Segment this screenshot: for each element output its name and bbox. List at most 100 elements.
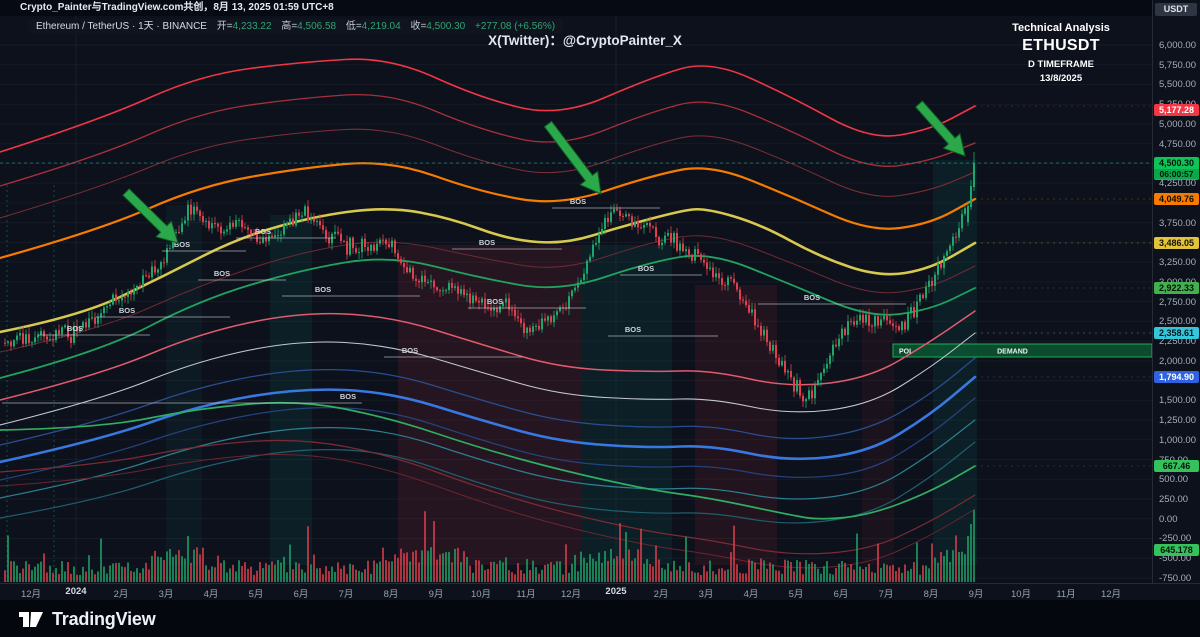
time-tick-month: 4月	[203, 589, 219, 600]
time-axis[interactable]: 12月 2024 2月 3月 4月 5月 6月 7月 8月 9月 10月 11月 12月 2025 2月 3月…	[0, 583, 1200, 600]
price-tick: 1,500.00	[1159, 395, 1196, 407]
band-crimson	[0, 93, 976, 187]
price-badge: 5,177.28	[1154, 103, 1199, 116]
price-badge: 3,486.05	[1154, 237, 1199, 250]
bos-label: BOS	[67, 324, 83, 333]
green-arrow	[543, 120, 602, 195]
ohlc-high-label: 高=	[281, 21, 298, 32]
price-tick: 5,000.00	[1159, 118, 1196, 130]
time-tick-month: 8月	[923, 589, 939, 600]
tint-zones	[166, 160, 977, 565]
currency-button[interactable]: USDT	[1155, 3, 1197, 16]
band-green	[0, 254, 976, 379]
tradingview-logo[interactable]: TradingView	[18, 607, 258, 631]
demand-label: DEMAND	[997, 349, 1028, 356]
time-tick-month: 11月	[1056, 589, 1076, 600]
bos-label: BOS	[214, 269, 230, 278]
time-tick-month: 12月	[560, 589, 582, 600]
analysis-timeframe: D TIMEFRAME	[1028, 59, 1094, 70]
indicator-bands	[0, 58, 977, 569]
ohlc-close-value: 4,500.30	[426, 21, 466, 32]
tradingview-logo-icon	[19, 612, 43, 627]
price-tick: -750.00	[1159, 572, 1192, 584]
price-badge: 2,922.33	[1154, 282, 1199, 294]
price-tick: 500.00	[1159, 474, 1189, 486]
time-tick-month: 11月	[516, 589, 536, 600]
price-tick: 0.00	[1159, 513, 1178, 525]
bottom-brand-bar: TradingView	[0, 600, 1200, 637]
price-tick: 2,250.00	[1159, 336, 1196, 348]
time-tick-year: 2024	[65, 586, 87, 597]
band-teal-2	[0, 441, 976, 524]
price-badge: 4,049.76	[1154, 192, 1199, 205]
price-tick: 2,500.00	[1159, 316, 1196, 328]
bos-label: BOS	[340, 392, 356, 401]
volume-bars	[4, 510, 975, 582]
price-tick: 1,250.00	[1159, 415, 1196, 427]
analysis-date: 13/8/2025	[1039, 73, 1083, 84]
ohlc-close-label: 收=	[410, 21, 427, 32]
bos-label: BOS	[625, 325, 641, 334]
time-tick-month: 2月	[653, 589, 669, 600]
time-tick-month: 12月	[20, 589, 42, 600]
ohlc-low-label: 低=	[345, 21, 362, 32]
price-tick: 750.00	[1159, 455, 1188, 466]
price-axis[interactable]: 6,000.005,750.005,500.005,250.005,000.00…	[1152, 0, 1200, 584]
price-tick: 4,250.00	[1159, 178, 1196, 190]
band-red-top	[0, 58, 976, 153]
time-tick-month: 2月	[113, 589, 129, 600]
tradingview-wordmark: TradingView	[52, 608, 156, 629]
price-tick: 250.00	[1159, 494, 1189, 505]
analysis-symbol: ETHUSDT	[1022, 37, 1100, 54]
price-tick: 6,000.00	[1159, 40, 1196, 51]
demand-zone-labels: POI DEMAND	[899, 349, 1028, 356]
band-bottom-maroon-1	[0, 439, 976, 555]
ohlc-low-value: 4,219.04	[361, 21, 401, 32]
time-tick-month: 3月	[698, 589, 714, 600]
bos-label: BOS	[255, 227, 271, 236]
band-navy-upper	[0, 357, 976, 446]
bos-label: BOS	[174, 240, 190, 249]
analysis-header: Technical Analysis ETHUSDT D TIMEFRAME 1…	[976, 22, 1146, 84]
time-tick-month: 9月	[968, 589, 984, 600]
ohlc-open-label: 开=	[216, 21, 233, 32]
bos-label: BOS	[570, 197, 586, 206]
price-badge: 2,358.61	[1154, 326, 1199, 339]
time-tick-month: 5月	[788, 589, 804, 600]
title-bar: Crypto_Painter与TradingView.com共创，8月 13, …	[0, 0, 1200, 16]
time-tick-month: 5月	[248, 589, 264, 600]
price-tick: -250.00	[1159, 533, 1192, 545]
volume-badge: 645.178	[1154, 544, 1199, 556]
band-orange	[0, 162, 977, 260]
change-value: +277.08 (+6.56%)	[475, 21, 556, 32]
price-tick: 5,750.00	[1159, 59, 1196, 71]
time-tick-month: 3月	[158, 589, 174, 600]
price-tick: -500.00	[1159, 553, 1192, 565]
bos-label: BOS	[487, 297, 503, 306]
bos-label: BOS	[804, 293, 820, 302]
time-tick-month: 6月	[833, 589, 849, 600]
bos-label: BOS	[119, 306, 135, 315]
ohlc-high-value: 4,506.58	[297, 21, 337, 32]
green-arrow	[914, 100, 966, 157]
band-dark-red-thin	[0, 235, 976, 353]
price-tick: 2,000.00	[1159, 355, 1196, 367]
time-tick-year: 2025	[605, 586, 627, 597]
price-badge: 1,794.90	[1154, 371, 1199, 384]
trend-arrows	[122, 100, 966, 244]
band-value-continuations	[975, 105, 1152, 467]
price-tick: 4,750.00	[1159, 138, 1196, 150]
time-tick-month: 4月	[743, 589, 759, 600]
time-tick-month: 6月	[293, 589, 309, 600]
band-bottom-green	[0, 401, 976, 520]
bar-countdown: 06:00:57	[1154, 169, 1199, 180]
band-blue-thick	[0, 375, 977, 464]
time-tick-month: 12月	[1100, 589, 1122, 600]
bos-label: BOS	[402, 346, 418, 355]
price-tick: 3,250.00	[1159, 257, 1196, 269]
time-tick-month: 9月	[428, 589, 444, 600]
band-white-gray	[0, 332, 976, 426]
band-bottom-maroon-2	[0, 453, 976, 569]
